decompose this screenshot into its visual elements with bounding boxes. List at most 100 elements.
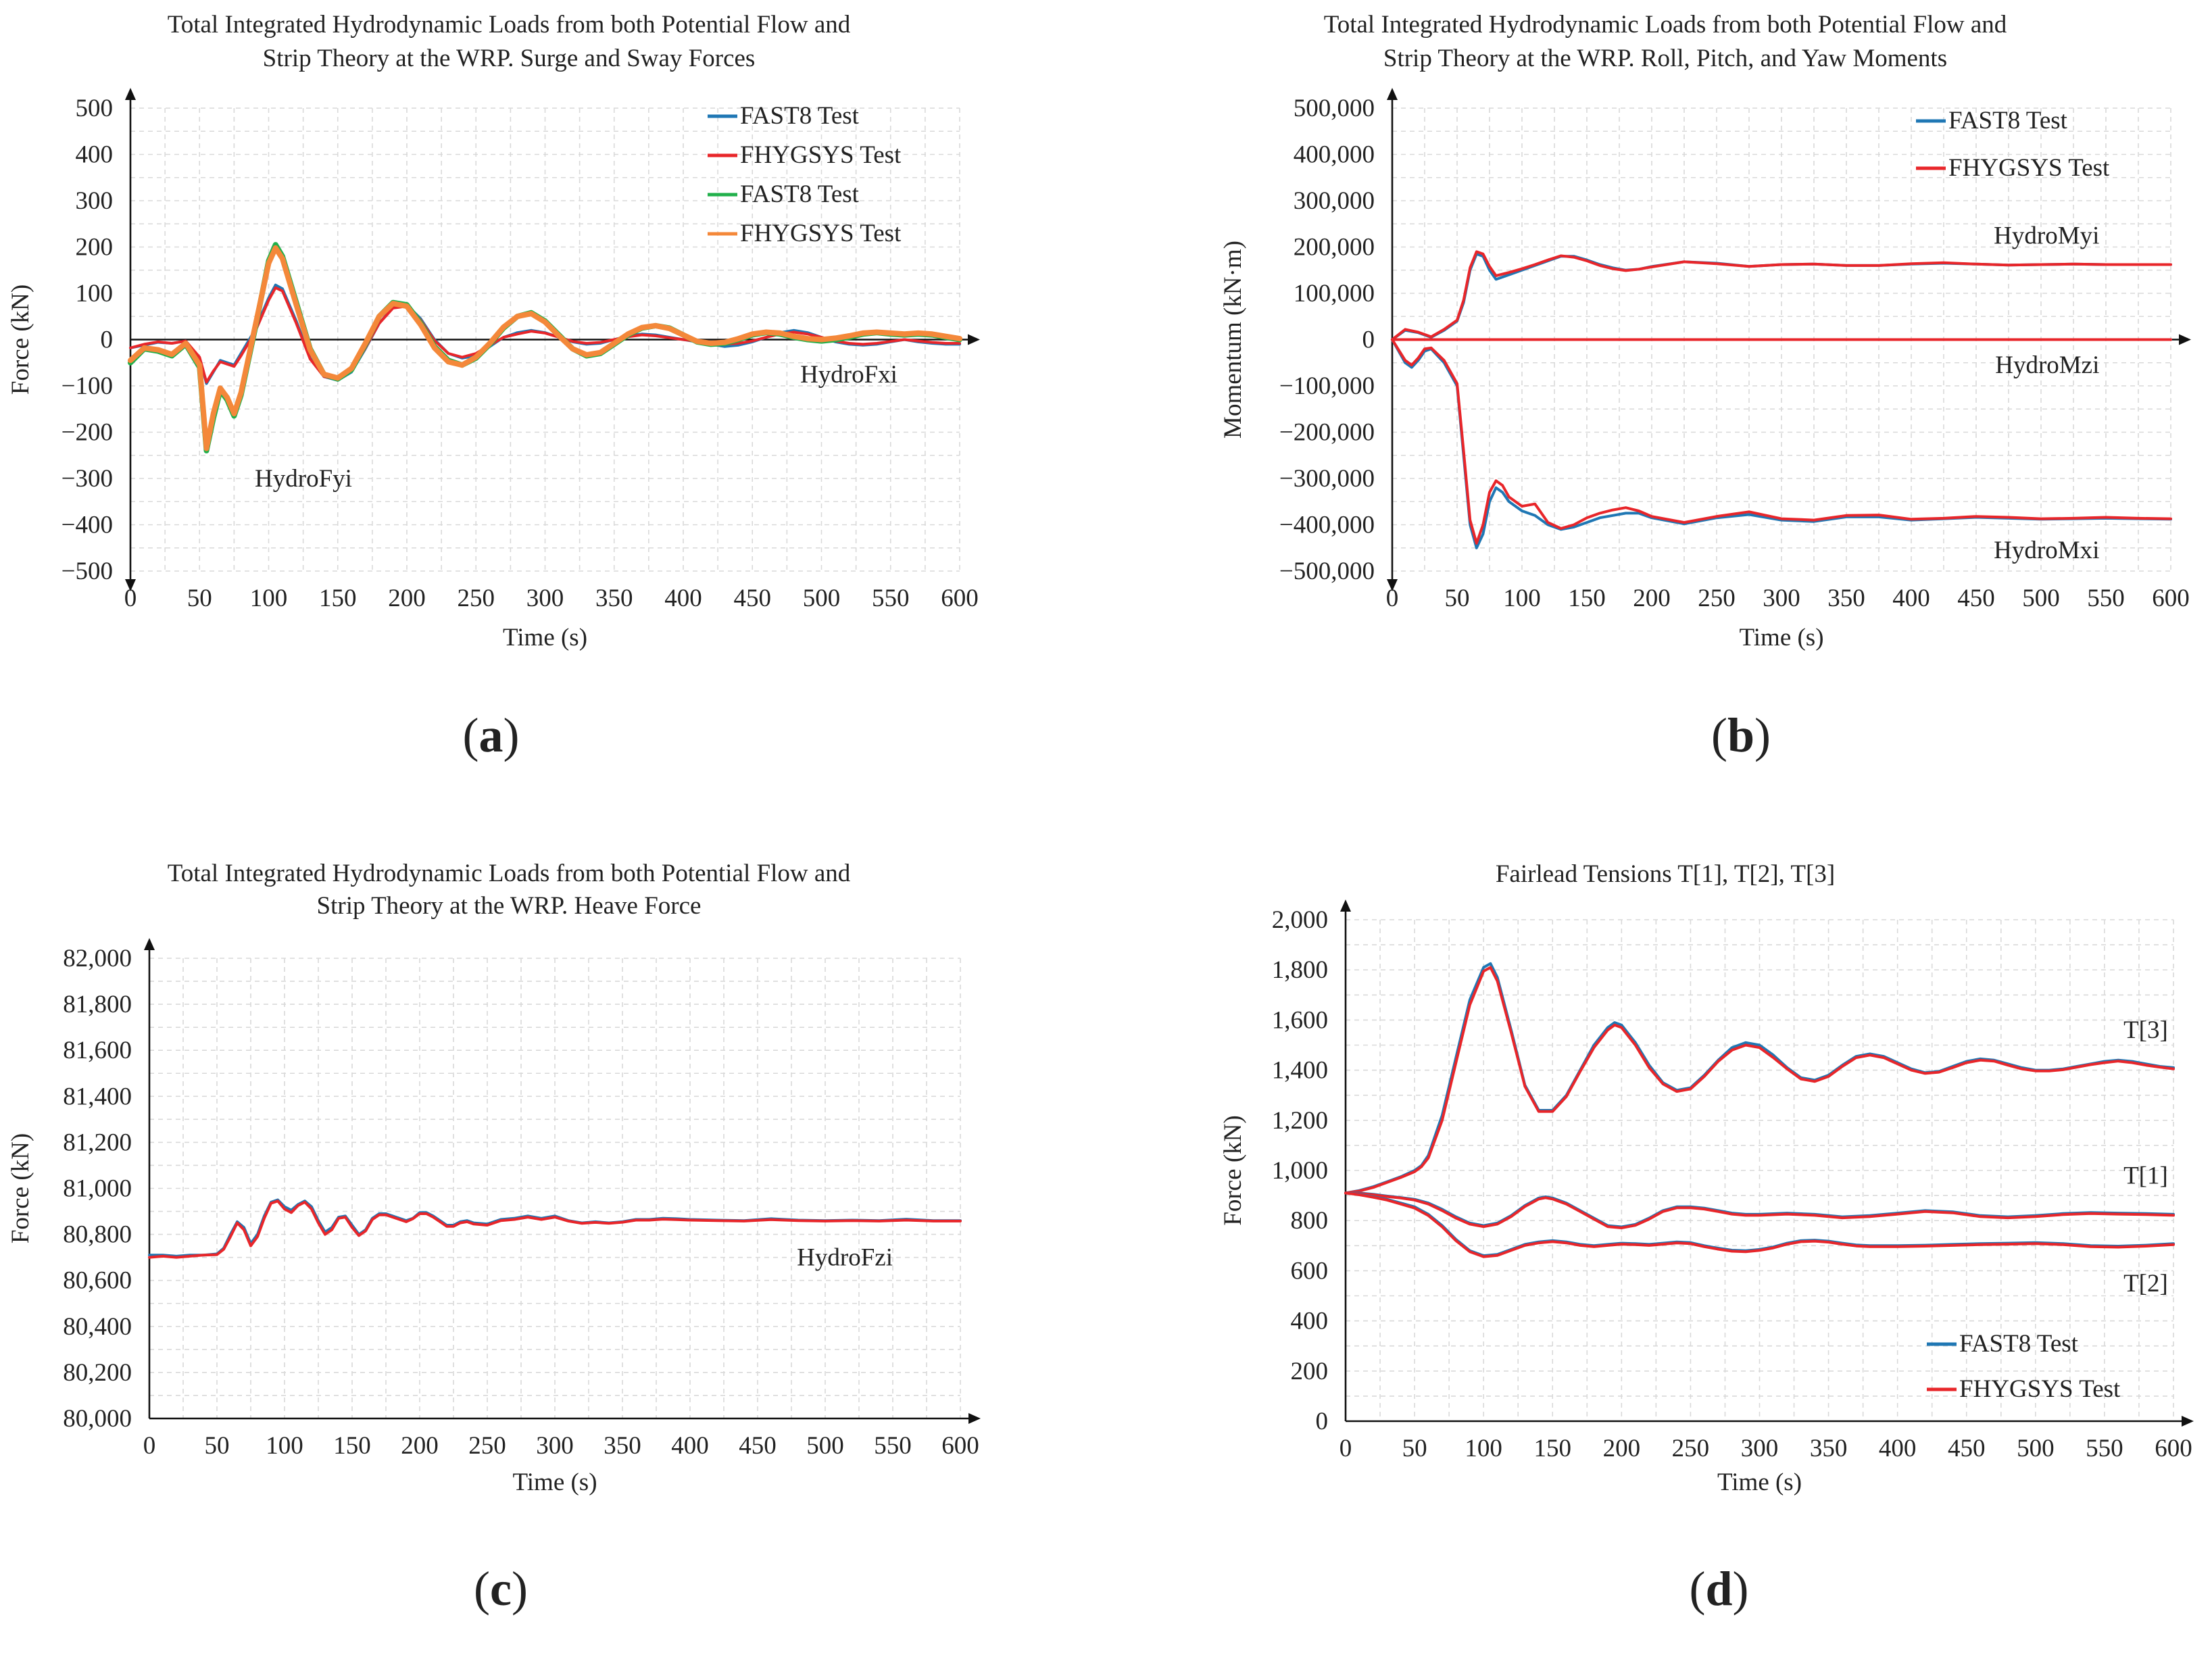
x-tick-label: 350 <box>604 1432 641 1460</box>
legend-label: FHYGSYS Test <box>740 141 902 169</box>
annotation-label: T[2] <box>2123 1270 2168 1298</box>
y-axis-label: Force (kN) <box>1219 1115 1247 1225</box>
x-axis-label: Time (s) <box>1717 1468 1802 1496</box>
y-tick-labels: −500,000 −400,000 −300,000 −200,000 −100,000… <box>1279 95 1375 585</box>
legend-label: FAST8 Test <box>740 102 860 130</box>
y-tick-labels: −500 −400 −300 −200 −100 0 100 200 300 400 500 <box>62 95 113 585</box>
x-tick-label: 600 <box>2155 1435 2192 1462</box>
chart-title-line: Fairlead Tensions T[1], T[2], T[3] <box>1496 860 1835 888</box>
legend-label: FAST8 Test <box>1959 1330 2079 1358</box>
y-tick-labels: 0 200 400 600 800 1,000 1,200 1,400 1,600 1,800 2,… <box>1272 906 1328 1435</box>
x-tick-label: 600 <box>941 1432 979 1460</box>
y-tick-label: 200,000 <box>1294 234 1375 262</box>
legend-label: FHYGSYS Test <box>740 220 902 247</box>
axes <box>144 938 981 1424</box>
annotation-label: HydroMzi <box>1995 351 2099 379</box>
x-axis-arrow <box>2179 334 2191 345</box>
x-axis-label: Time (s) <box>1739 624 1823 651</box>
y-tick-label: −200,000 <box>1279 419 1375 447</box>
y-tick-label: 80,000 <box>63 1405 132 1433</box>
y-tick-label: 81,200 <box>63 1129 132 1156</box>
x-tick-label: 300 <box>526 585 564 612</box>
y-tick-label: −500 <box>62 558 113 585</box>
y-tick-label: 82,000 <box>63 945 132 972</box>
x-tick-label: 150 <box>333 1432 371 1460</box>
chart-c-svg: Total Integrated Hydrodynamic Loads from… <box>7 860 981 1616</box>
legend-label: FAST8 Test <box>740 180 860 208</box>
x-tick-label: 150 <box>1534 1435 1572 1462</box>
x-tick-labels: 0 50 100 150 200 250 300 350 400 450 500 550 600 <box>143 1432 979 1460</box>
annotation-label: T[1] <box>2123 1162 2168 1189</box>
panel-label: (d) <box>1689 1562 1748 1616</box>
x-tick-labels: 0 50 100 150 200 250 300 350 400 450 500 550 600 <box>124 585 979 612</box>
y-tick-label: 400 <box>76 141 114 169</box>
x-tick-label: 50 <box>1402 1435 1427 1462</box>
y-tick-label: 81,000 <box>63 1175 132 1203</box>
chart-panel-d: Fairlead Tensions T[1], T[2], T[3] 0 50 100… <box>1106 826 2211 1655</box>
y-tick-label: 81,400 <box>63 1083 132 1110</box>
y-tick-label: −100,000 <box>1279 372 1375 400</box>
y-tick-label: 1,800 <box>1272 956 1328 984</box>
x-axis-label: Time (s) <box>512 1468 597 1496</box>
legend-label: FHYGSYS Test <box>1959 1375 2121 1403</box>
y-axis-arrow-up <box>125 88 136 100</box>
x-tick-label: 550 <box>2087 585 2125 612</box>
x-tick-label: 600 <box>2152 585 2190 612</box>
x-tick-label: 450 <box>739 1432 777 1460</box>
chart-title-line: Total Integrated Hydrodynamic Loads from… <box>168 860 851 887</box>
y-tick-label: 80,800 <box>63 1221 132 1249</box>
y-tick-label: 100,000 <box>1294 280 1375 307</box>
x-tick-label: 50 <box>1445 585 1470 612</box>
x-tick-label: 200 <box>388 585 426 612</box>
x-tick-label: 500 <box>2022 585 2060 612</box>
y-axis-arrow-up <box>1387 88 1398 100</box>
y-tick-label: 500 <box>76 95 114 122</box>
y-tick-label: 0 <box>1362 326 1375 354</box>
x-tick-label: 0 <box>143 1432 156 1460</box>
y-tick-label: 1,400 <box>1272 1057 1328 1085</box>
panel-label: (c) <box>474 1562 528 1616</box>
panel-label: (a) <box>463 708 520 762</box>
chart-title-line: Strip Theory at the WRP. Roll, Pitch, an… <box>1383 45 1947 72</box>
x-tick-label: 0 <box>1386 585 1399 612</box>
y-tick-label: 800 <box>1291 1207 1329 1235</box>
annotation-label: T[3] <box>2123 1016 2168 1044</box>
x-axis-arrow <box>2182 1416 2194 1427</box>
x-axis-arrow <box>968 1413 981 1424</box>
x-tick-label: 350 <box>595 585 633 612</box>
x-tick-label: 100 <box>1465 1435 1502 1462</box>
y-tick-label: 200 <box>76 234 114 262</box>
chart-title: Total Integrated Hydrodynamic Loads from… <box>168 11 851 72</box>
chart-title-line: Strip Theory at the WRP. Heave Force <box>317 892 702 920</box>
y-tick-label: −400 <box>62 512 113 539</box>
y-axis-arrow-down <box>125 579 136 591</box>
y-tick-label: 400,000 <box>1294 141 1375 169</box>
x-tick-label: 400 <box>671 1432 709 1460</box>
chart-b-svg: Total Integrated Hydrodynamic Loads from… <box>1219 11 2191 762</box>
y-tick-label: 500,000 <box>1294 95 1375 122</box>
y-tick-label: 80,600 <box>63 1267 132 1295</box>
y-tick-label: 0 <box>1316 1408 1329 1435</box>
x-tick-label: 450 <box>1957 585 1995 612</box>
y-axis-arrow-up <box>1340 899 1351 912</box>
y-axis-arrow-up <box>144 938 155 950</box>
y-tick-label: 2,000 <box>1272 906 1328 934</box>
annotation-label: HydroMxi <box>1994 537 2099 564</box>
x-tick-label: 450 <box>1948 1435 1986 1462</box>
x-tick-label: 350 <box>1827 585 1865 612</box>
chart-title: Total Integrated Hydrodynamic Loads from… <box>168 860 851 920</box>
y-axis-label: Force (kN) <box>7 1133 34 1243</box>
legend-label: FHYGSYS Test <box>1948 154 2110 182</box>
annotation-label: HydroFzi <box>797 1244 893 1272</box>
series-line <box>1344 1191 2175 1258</box>
x-tick-label: 400 <box>1879 1435 1917 1462</box>
series-line <box>128 245 962 451</box>
x-tick-label: 300 <box>1763 585 1800 612</box>
y-tick-label: 1,600 <box>1272 1006 1328 1034</box>
x-tick-label: 350 <box>1810 1435 1848 1462</box>
y-tick-label: −200 <box>62 419 113 447</box>
x-tick-label: 200 <box>1633 585 1671 612</box>
x-tick-label: 100 <box>250 585 288 612</box>
legend: FAST8 Test FHYGSYS Test <box>1916 107 2110 182</box>
annotations: T[3] T[1] T[2] <box>2123 1016 2168 1298</box>
